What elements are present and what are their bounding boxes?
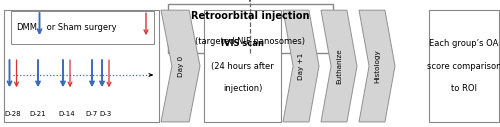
Text: (24 hours after: (24 hours after [211, 62, 274, 70]
Bar [11, 11, 154, 44]
Text: D-28: D-28 [4, 111, 21, 117]
Text: Day +1: Day +1 [298, 52, 304, 80]
Text: Retroorbital injection: Retroorbital injection [191, 11, 309, 21]
Text: Each group’s OA: Each group’s OA [430, 39, 498, 48]
Polygon shape [321, 10, 357, 122]
Text: Euthanize: Euthanize [336, 48, 342, 84]
Polygon shape [161, 10, 200, 122]
Text: injection): injection) [223, 84, 262, 93]
Text: Day 0: Day 0 [178, 55, 184, 77]
Text: (targeted NIF nanosomes): (targeted NIF nanosomes) [195, 37, 305, 46]
Bar [4, 10, 159, 122]
Text: D-21: D-21 [30, 111, 46, 117]
Bar [429, 10, 499, 122]
Bar [168, 4, 332, 53]
Text: Histology: Histology [374, 49, 380, 83]
Text: or Sham surgery: or Sham surgery [44, 23, 117, 32]
Text: D-7: D-7 [86, 111, 98, 117]
Text: score comparison: score comparison [426, 62, 500, 70]
Text: to ROI: to ROI [451, 84, 477, 93]
Bar [204, 10, 281, 122]
Text: IVIS scan: IVIS scan [221, 39, 264, 48]
Text: D-3: D-3 [100, 111, 112, 117]
Text: DMM: DMM [16, 23, 37, 32]
Text: D-14: D-14 [58, 111, 75, 117]
Polygon shape [283, 10, 319, 122]
Polygon shape [359, 10, 395, 122]
